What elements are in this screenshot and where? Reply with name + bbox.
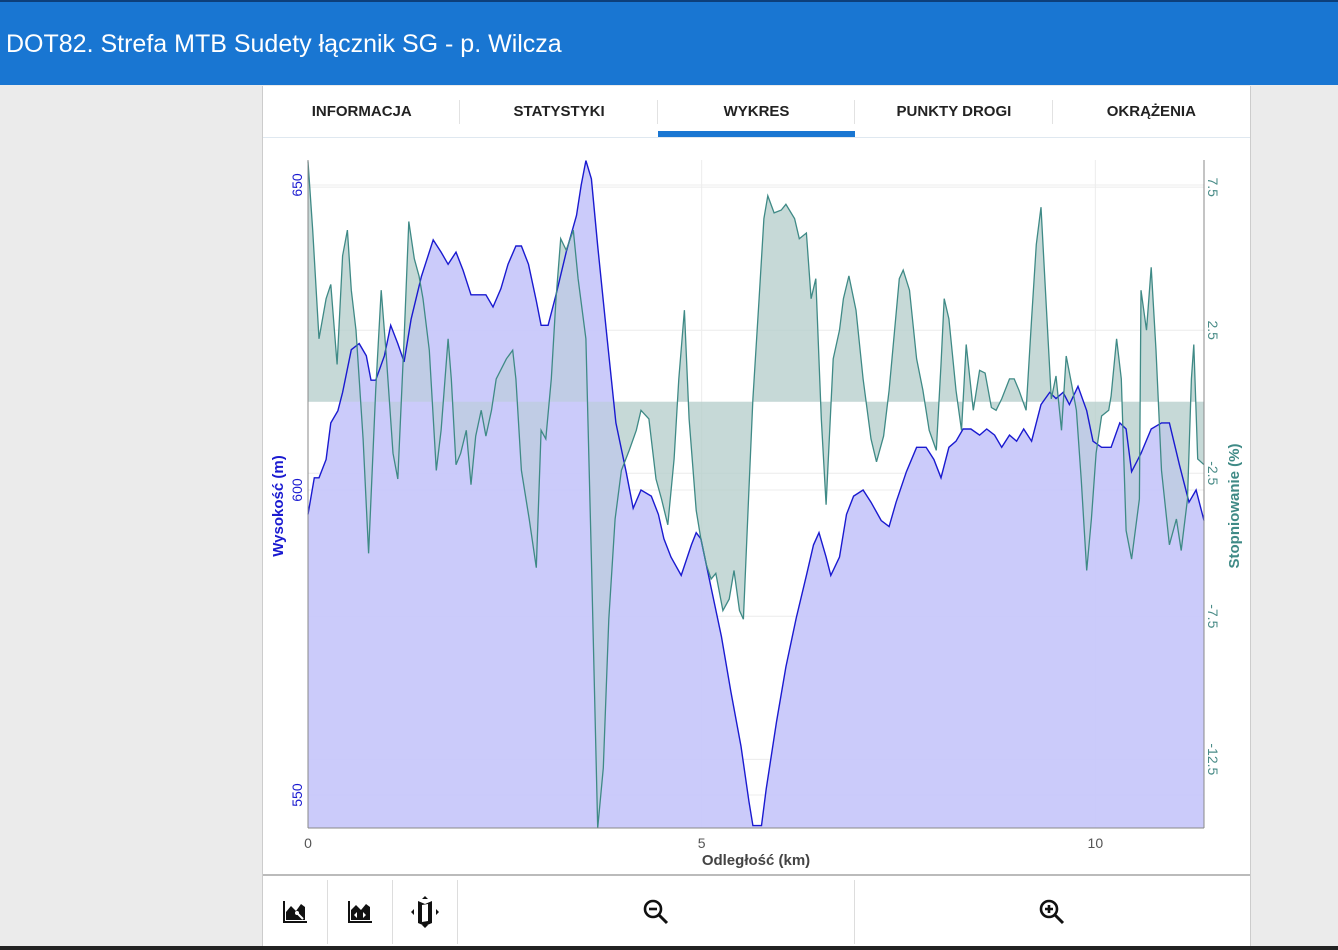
zoom-out-button[interactable] [458, 880, 855, 944]
tab-label: PUNKTY DROGI [896, 103, 1012, 120]
x-axis-title: Odległość (km) [702, 852, 810, 869]
elevation-chart[interactable]: 0 5 10 550 600 650 7.5 2.5 -2.5 -7.5 -12… [263, 138, 1250, 873]
zoom-in-icon [1039, 899, 1065, 925]
chart-settings-icon [283, 901, 307, 923]
chart-svg[interactable]: 0 5 10 550 600 650 7.5 2.5 -2.5 -7.5 -12… [263, 138, 1250, 873]
y2-tick-label: 7.5 [1205, 177, 1221, 197]
map-icon [411, 896, 439, 928]
tab-informacja[interactable]: INFORMACJA [263, 86, 461, 137]
y-tick-label: 600 [289, 478, 305, 502]
chart-range-icon [348, 901, 372, 923]
y-tick-label: 550 [289, 783, 305, 807]
tab-okrazenia[interactable]: OKRĄŻENIA [1053, 86, 1250, 137]
y2-tick-label: -7.5 [1205, 604, 1221, 628]
y-axis-title: Wysokość (m) [270, 455, 287, 556]
y2-tick-label: -12.5 [1205, 743, 1221, 775]
tab-bar: INFORMACJA STATYSTYKI WYKRES PUNKTY DROG… [263, 86, 1250, 138]
tab-label: STATYSTYKI [513, 103, 605, 120]
y-tick-label: 650 [289, 173, 305, 197]
zoom-in-button[interactable] [855, 880, 1251, 944]
grade-line [307, 161, 1205, 829]
chart-range-button[interactable] [328, 880, 393, 944]
y2-tick-label: -2.5 [1205, 461, 1221, 485]
x-tick-label: 5 [698, 835, 706, 851]
chart-settings-button[interactable] [263, 880, 328, 944]
zoom-out-icon [643, 899, 668, 925]
tab-label: OKRĄŻENIA [1106, 103, 1196, 120]
elevation-area [308, 160, 1204, 829]
y2-axis-title: Stopniowanie (%) [1226, 444, 1243, 569]
track-card: INFORMACJA STATYSTYKI WYKRES PUNKTY DROG… [262, 86, 1251, 946]
map-button[interactable] [393, 880, 458, 944]
tab-label: INFORMACJA [311, 103, 412, 120]
tab-statystyki[interactable]: STATYSTYKI [460, 86, 658, 137]
tab-punkty-drogi[interactable]: PUNKTY DROGI [855, 86, 1053, 137]
tab-wykres[interactable]: WYKRES [657, 86, 856, 137]
tab-label: WYKRES [723, 103, 790, 120]
chart-toolbar [263, 874, 1250, 948]
x-tick-label: 0 [304, 835, 312, 851]
page-title: DOT82. Strefa MTB Sudety łącznik SG - p.… [6, 30, 562, 58]
bottom-edge [0, 946, 1338, 950]
x-tick-label: 10 [1088, 835, 1104, 851]
y2-tick-label: 2.5 [1205, 320, 1221, 340]
app-header: DOT82. Strefa MTB Sudety łącznik SG - p.… [0, 0, 1338, 85]
elevation-line [307, 160, 1205, 827]
